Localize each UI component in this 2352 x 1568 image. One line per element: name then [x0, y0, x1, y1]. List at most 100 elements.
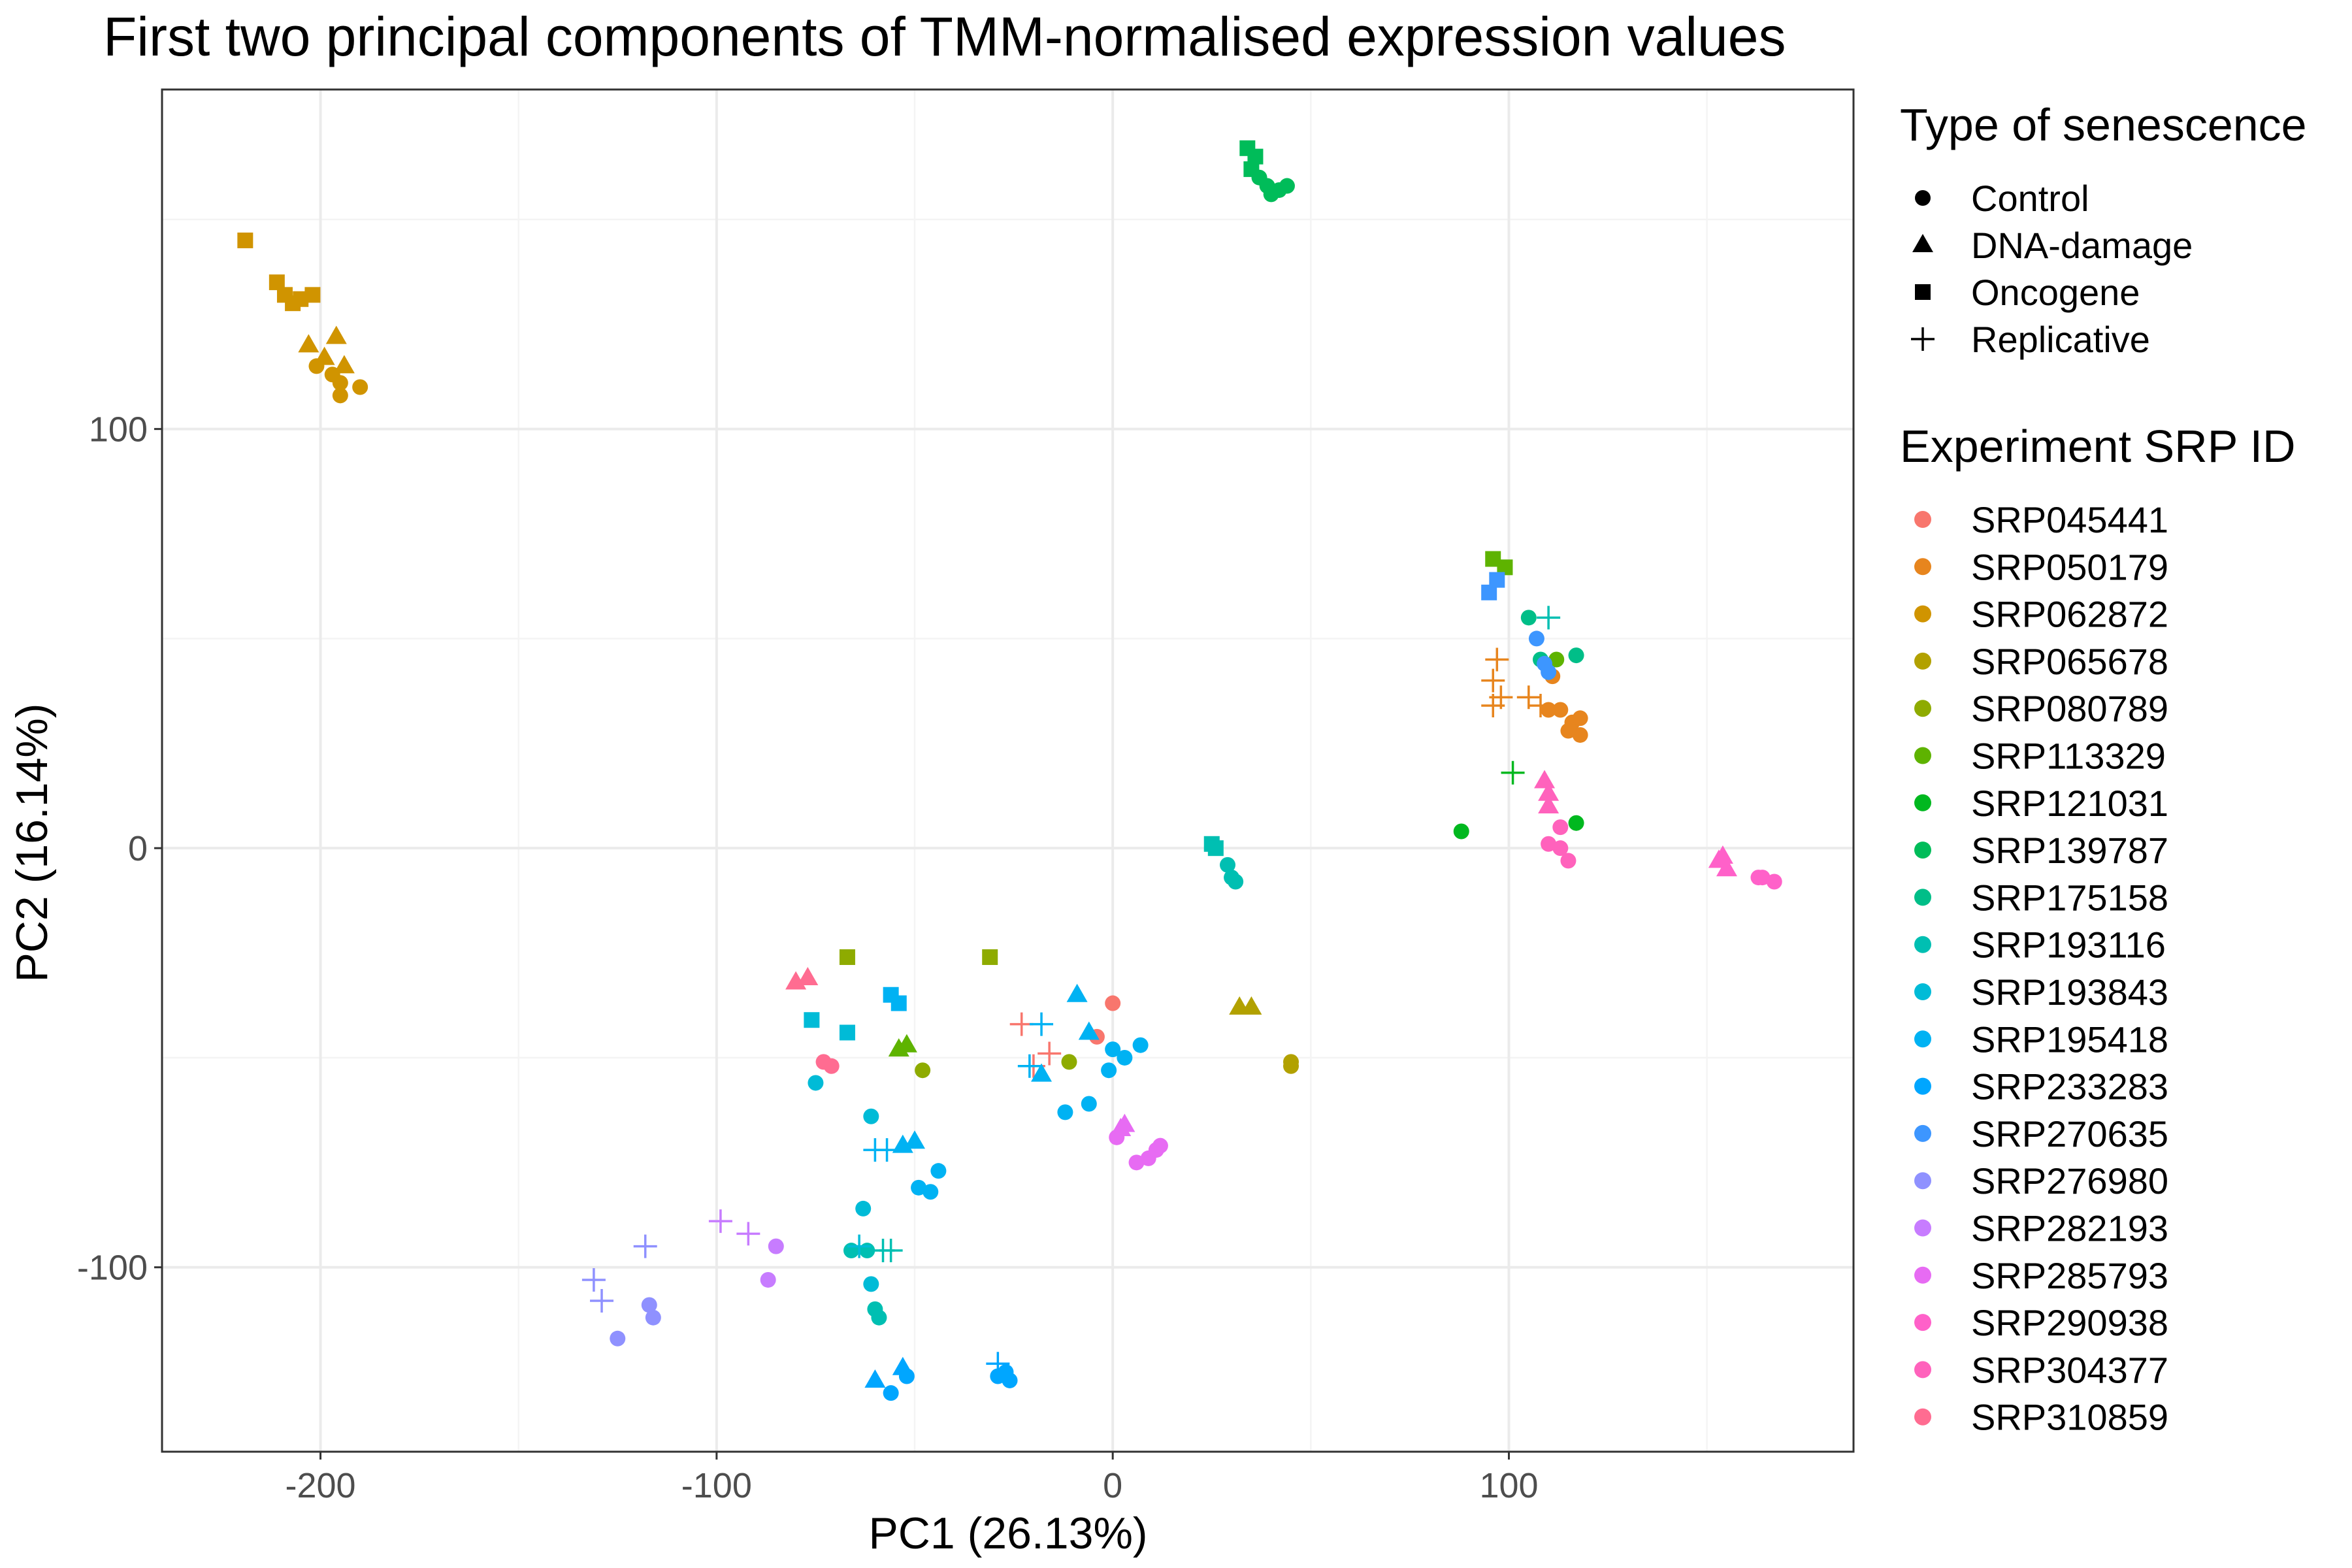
point-srp062872-circle	[332, 375, 348, 391]
point-srp304377-circle	[1560, 853, 1576, 869]
point-srp276980-circle	[610, 1330, 626, 1347]
shape-legend-label: Control	[1971, 178, 2089, 219]
color-legend-label: SRP233283	[1971, 1066, 2168, 1107]
legend-color-swatch	[1914, 983, 1931, 1000]
legend-color-swatch	[1914, 1314, 1931, 1331]
point-srp121031-circle	[1568, 815, 1584, 831]
color-legend-label: SRP139787	[1971, 830, 2168, 871]
point-srp270635-circle	[1541, 664, 1557, 680]
point-srp062872-triangle	[325, 325, 347, 344]
point-srp080789-circle	[1061, 1054, 1077, 1070]
legend-color-swatch	[1914, 605, 1931, 623]
point-srp050179-plus	[1481, 668, 1505, 693]
point-srp193843-plus	[847, 1234, 872, 1258]
point-srp193843-square	[804, 1012, 820, 1028]
point-srp304377-triangle	[1538, 795, 1560, 814]
x-axis-title: PC1 (26.13%)	[868, 1509, 1147, 1558]
point-srp290938-circle	[1766, 874, 1782, 890]
color-legend-label: SRP045441	[1971, 499, 2168, 540]
color-legend-label: SRP065678	[1971, 641, 2168, 682]
point-srp304377-triangle	[1534, 770, 1556, 789]
color-legend-label: SRP062872	[1971, 594, 2168, 635]
point-srp304377-circle	[1541, 836, 1557, 852]
x-tick-label: -200	[285, 1466, 355, 1505]
legend-color-swatch	[1914, 794, 1931, 811]
shape-legend: Control DNA-damage Oncogene Replicative	[1911, 178, 2193, 360]
point-srp310859-circle	[823, 1058, 840, 1074]
legend-color-swatch	[1914, 841, 1931, 859]
point-srp195418-circle	[1105, 1041, 1121, 1058]
y-axis-ticks: -100 0 100	[77, 410, 162, 1288]
point-srp193116-plus	[879, 1239, 903, 1263]
color-legend-label: SRP121031	[1971, 783, 2168, 824]
legend-color-swatch	[1914, 1408, 1931, 1426]
point-srp195418-triangle	[1066, 983, 1088, 1002]
shape-legend-label: DNA-damage	[1971, 225, 2193, 266]
point-srp080789-square	[982, 949, 998, 965]
point-srp113329-circle	[1548, 651, 1565, 668]
point-srp195418-square	[890, 995, 907, 1011]
point-srp113329-triangle	[896, 1034, 917, 1053]
point-srp065678-circle	[1283, 1058, 1299, 1074]
legend-color-swatch	[1914, 1361, 1931, 1379]
point-srp195418-triangle	[892, 1134, 913, 1153]
shape-legend-label: Oncogene	[1971, 272, 2140, 313]
point-srp195418-plus	[1017, 1054, 1041, 1078]
point-srp193843-circle	[855, 1200, 872, 1217]
shape-legend-title: Type of senescence	[1900, 99, 2307, 150]
point-srp195418-triangle	[1031, 1063, 1053, 1082]
color-legend-label: SRP193116	[1971, 924, 2166, 966]
point-srp062872-triangle	[333, 355, 355, 374]
data-points	[237, 140, 1782, 1401]
point-srp195418-circle	[1132, 1037, 1149, 1053]
color-legend-label: SRP285793	[1971, 1255, 2168, 1296]
point-srp290938-triangle	[1712, 845, 1733, 864]
plot-panel	[162, 90, 1854, 1452]
legend-plus-icon	[1911, 327, 1935, 351]
point-srp195418-circle	[1081, 1096, 1097, 1112]
point-srp193116-plus	[1537, 606, 1561, 630]
point-srp282193-plus	[736, 1222, 760, 1246]
x-axis-ticks: -200 -100 0 100	[285, 1452, 1539, 1505]
color-legend-label: SRP290938	[1971, 1302, 2168, 1343]
point-srp062872-square	[237, 232, 253, 248]
point-srp233283-triangle	[864, 1369, 886, 1388]
point-srp062872-square	[304, 287, 321, 303]
point-srp045441-plus	[1037, 1041, 1062, 1066]
color-legend: SRP045441 SRP050179 SRP062872 SRP065678 SRP0…	[1914, 499, 2168, 1438]
point-srp195418-circle	[923, 1184, 939, 1200]
point-srp276980-circle	[645, 1309, 661, 1326]
color-legend-label: SRP050179	[1971, 546, 2168, 587]
point-srp050179-circle	[1560, 723, 1576, 739]
point-srp195418-circle	[1057, 1104, 1073, 1120]
point-srp233283-circle	[998, 1364, 1014, 1380]
point-srp193116-square	[1207, 840, 1224, 857]
plot-border	[161, 88, 1855, 1453]
point-srp195418-circle	[1101, 1062, 1117, 1079]
y-tick-label: 0	[128, 829, 148, 868]
point-srp050179-circle	[1552, 702, 1569, 718]
legend-color-swatch	[1914, 936, 1931, 953]
legend-color-swatch	[1914, 1030, 1931, 1048]
point-srp290938-triangle	[1716, 858, 1737, 877]
point-srp080789-square	[839, 949, 855, 965]
point-srp065678-triangle	[1241, 996, 1262, 1015]
point-srp193116-circle	[1228, 874, 1244, 890]
x-tick-label: 100	[1479, 1466, 1538, 1505]
color-legend-label: SRP270635	[1971, 1113, 2168, 1154]
point-srp080789-circle	[915, 1062, 931, 1079]
point-srp304377-circle	[1552, 840, 1569, 857]
legend-square-icon	[1915, 284, 1931, 300]
legend-color-swatch	[1914, 889, 1931, 906]
point-srp045441-plus	[1009, 1012, 1034, 1036]
point-srp276980-plus	[633, 1234, 657, 1258]
point-srp276980-circle	[641, 1297, 657, 1313]
color-legend-label: SRP282193	[1971, 1208, 2168, 1249]
point-srp062872-circle	[352, 379, 368, 395]
color-legend-label: SRP175158	[1971, 877, 2168, 918]
point-srp193843-circle	[808, 1075, 824, 1091]
point-srp050179-circle	[1541, 702, 1557, 718]
color-legend-label: SRP193843	[1971, 972, 2168, 1013]
point-srp193116-circle	[1220, 857, 1236, 873]
